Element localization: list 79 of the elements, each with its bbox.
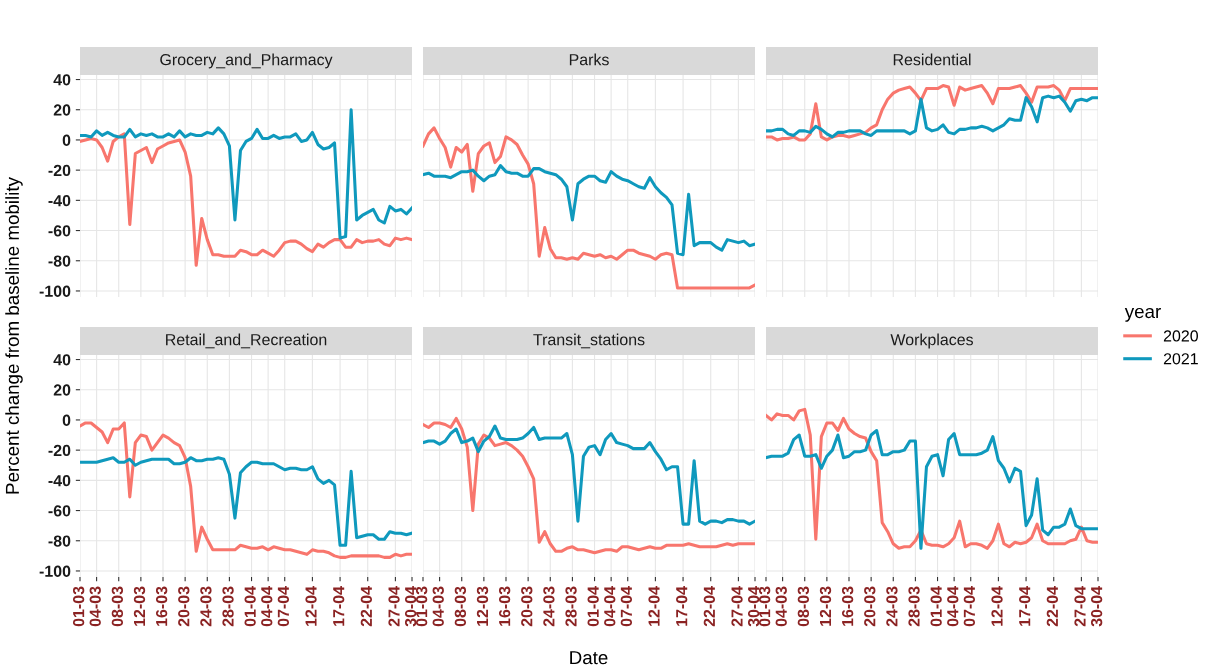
y-tick-label: 0: [62, 414, 71, 426]
x-tick-label: 20-03: [864, 586, 876, 627]
x-tick-label: 30-04: [747, 586, 760, 627]
line-series: [80, 108, 412, 240]
x-tick-label: 12-03: [819, 586, 832, 626]
y-tick-label: 40: [53, 74, 71, 86]
chart-title: Retail_and_Recreation: [166, 333, 327, 349]
x-tick-label: 12-04: [305, 586, 317, 626]
x-tick-label: 16-03: [841, 586, 854, 626]
x-tick-label: 07-04: [620, 586, 633, 627]
y-tick-label: 40: [53, 354, 71, 366]
x-tick-label: 28-03: [565, 586, 577, 627]
y-tick-label: -40: [48, 194, 71, 207]
x-tick-label: 08-03: [111, 586, 124, 627]
x-tick-label: 04-04: [261, 586, 273, 627]
x-tick-label: 01-03: [72, 586, 85, 627]
x-tick-label: 04-03: [432, 586, 444, 627]
legend-label: 2021: [1163, 353, 1198, 365]
y-tick-label: 20: [53, 104, 71, 116]
x-tick-label: 27-04: [1074, 586, 1086, 627]
x-tick-label: 04-04: [947, 586, 959, 627]
chart-title: Parks: [569, 53, 609, 66]
x-tick-label: 17-04: [333, 586, 345, 626]
x-tick-label: 20-03: [521, 586, 533, 627]
x-tick-label: 12-03: [476, 586, 489, 626]
y-tick-label: -80: [48, 255, 71, 267]
x-tick-label: 24-03: [543, 586, 555, 627]
x-tick-label: 22-04: [360, 586, 373, 627]
x-tick-label: 01-04: [587, 586, 599, 627]
x-tick-label: 16-03: [498, 586, 511, 626]
y-tick-label: -20: [48, 444, 71, 457]
legend-title: year: [1124, 307, 1161, 322]
y-tick-label: -60: [48, 505, 71, 517]
x-tick-label: 22-04: [703, 586, 716, 627]
x-tick-label: 24-03: [200, 586, 212, 627]
x-axis-title: Date: [570, 651, 608, 665]
y-tick-label: 20: [53, 384, 71, 396]
chart-title: Workplaces: [890, 333, 973, 349]
x-tick-label: 12-03: [133, 586, 146, 626]
x-tick-label: 08-03: [797, 586, 810, 627]
x-tick-label: 17-04: [1019, 586, 1031, 626]
x-tick-label: 12-04: [648, 586, 660, 626]
x-tick-label: 22-04: [1046, 586, 1059, 627]
y-tick-label: 0: [62, 134, 71, 146]
line-series: [80, 132, 412, 267]
x-tick-label: 30-04: [404, 586, 417, 627]
y-tick-label: -60: [48, 225, 71, 237]
line-series: [80, 456, 412, 547]
x-tick-label: 27-04: [388, 586, 400, 627]
x-tick-label: 04-04: [604, 586, 616, 627]
y-axis-title: Percent change from baseline mobility: [5, 177, 23, 494]
legend-label: 2020: [1163, 330, 1198, 342]
x-tick-label: 20-03: [178, 586, 190, 627]
x-tick-label: 24-03: [886, 586, 898, 627]
x-tick-label: 04-03: [89, 586, 101, 627]
x-tick-label: 01-03: [758, 586, 771, 627]
x-tick-label: 01-03: [415, 586, 428, 627]
x-tick-label: 01-04: [930, 586, 942, 627]
y-tick-label: -100: [39, 285, 71, 297]
y-tick-label: -40: [48, 474, 71, 487]
x-tick-label: 12-04: [991, 586, 1003, 626]
x-tick-label: 07-04: [963, 586, 976, 627]
y-tick-label: -80: [48, 535, 71, 547]
chart-title: Residential: [893, 53, 971, 66]
x-tick-label: 07-04: [277, 586, 290, 627]
y-tick-label: -100: [39, 565, 71, 577]
x-tick-label: 08-03: [454, 586, 467, 627]
chart-title: Grocery_and_Pharmacy: [160, 53, 333, 69]
x-tick-label: 28-03: [222, 586, 234, 627]
line-series: [80, 421, 412, 559]
x-tick-label: 16-03: [155, 586, 168, 626]
chart-title: Transit_stations: [533, 333, 645, 349]
y-tick-label: -20: [48, 164, 71, 177]
x-tick-label: 27-04: [731, 586, 743, 627]
x-tick-label: 30-04: [1090, 586, 1103, 627]
x-tick-label: 04-03: [775, 586, 787, 627]
x-tick-label: 28-03: [908, 586, 920, 627]
x-tick-label: 17-04: [676, 586, 688, 626]
x-tick-label: 01-04: [244, 586, 256, 627]
